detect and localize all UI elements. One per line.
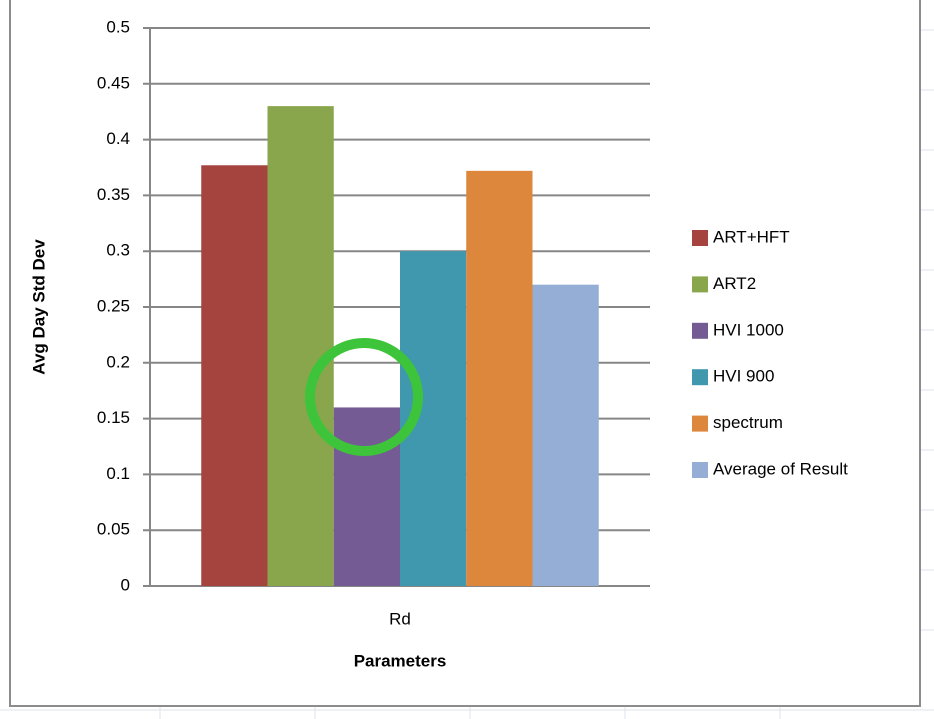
y-tick-label: 0 bbox=[121, 575, 130, 594]
y-tick-label: 0.35 bbox=[97, 185, 130, 204]
legend-label: spectrum bbox=[713, 413, 783, 432]
bar bbox=[201, 165, 268, 586]
y-tick-label: 0.25 bbox=[97, 296, 130, 315]
legend-label: HVI 900 bbox=[713, 367, 774, 386]
bar bbox=[532, 284, 599, 586]
bar bbox=[333, 407, 400, 586]
y-axis-label: Avg Day Std Dev bbox=[29, 239, 48, 375]
legend-swatch bbox=[692, 369, 708, 386]
bar bbox=[267, 106, 334, 587]
sheet-grid bbox=[0, 29, 934, 719]
legend-swatch bbox=[692, 230, 708, 246]
y-tick-label: 0.45 bbox=[97, 73, 130, 92]
legend-swatch bbox=[692, 276, 708, 293]
x-tick-label: Rd bbox=[389, 609, 411, 628]
legend-label: ART+HFT bbox=[713, 227, 790, 246]
legend-label: ART2 bbox=[713, 274, 756, 293]
legend-label: HVI 1000 bbox=[713, 320, 784, 339]
y-tick-label: 0.1 bbox=[106, 464, 130, 483]
highlight-circle bbox=[305, 338, 423, 456]
y-tick-label: 0.05 bbox=[97, 520, 130, 539]
x-axis-label: Parameters bbox=[354, 651, 447, 670]
legend-swatch bbox=[692, 415, 708, 432]
legend-swatch bbox=[692, 322, 708, 339]
legend-label: Average of Result bbox=[713, 459, 848, 478]
y-tick-label: 0.5 bbox=[106, 17, 130, 36]
legend-swatch bbox=[692, 462, 708, 478]
y-tick-label: 0.3 bbox=[106, 241, 130, 260]
y-tick-label: 0.4 bbox=[106, 129, 130, 148]
y-tick-label: 0.2 bbox=[106, 352, 130, 371]
y-tick-label: 0.15 bbox=[97, 408, 130, 427]
bar bbox=[466, 170, 533, 586]
